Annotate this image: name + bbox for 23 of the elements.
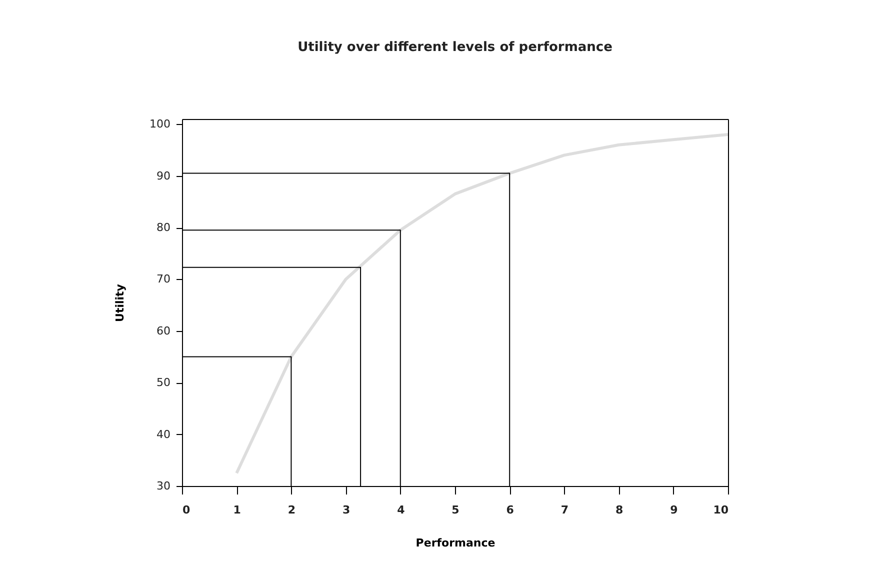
y-tick-label: 30	[156, 480, 170, 492]
chart-title: Utility over different levels of performance	[298, 40, 613, 56]
x-tick-label: 5	[452, 504, 460, 516]
x-tick-label: 10	[713, 504, 729, 516]
x-tick-label: 3	[342, 504, 350, 516]
x-tick-label: 6	[506, 504, 514, 516]
y-axis-title: Utility	[114, 284, 127, 322]
x-tick-label: 7	[560, 504, 569, 516]
x-tick-label: 0	[182, 504, 190, 516]
x-tick-label: 9	[670, 504, 678, 516]
y-tick-label: 60	[156, 324, 170, 338]
x-tick-label: 8	[615, 504, 624, 516]
y-tick-label: 100	[150, 118, 170, 131]
y-tick-label: 90	[156, 169, 170, 182]
line-series	[235, 133, 728, 475]
y-tick-label: 70	[156, 272, 170, 286]
x-axis-title: Performance	[416, 536, 496, 550]
y-tick-label: 80	[156, 221, 170, 234]
x-tick-label: 1	[233, 504, 241, 516]
x-tick-label: 4	[397, 504, 406, 516]
x-tick-label: 2	[288, 504, 296, 516]
y-tick-label: 40	[156, 428, 170, 441]
y-tick-label: 50	[156, 376, 170, 390]
